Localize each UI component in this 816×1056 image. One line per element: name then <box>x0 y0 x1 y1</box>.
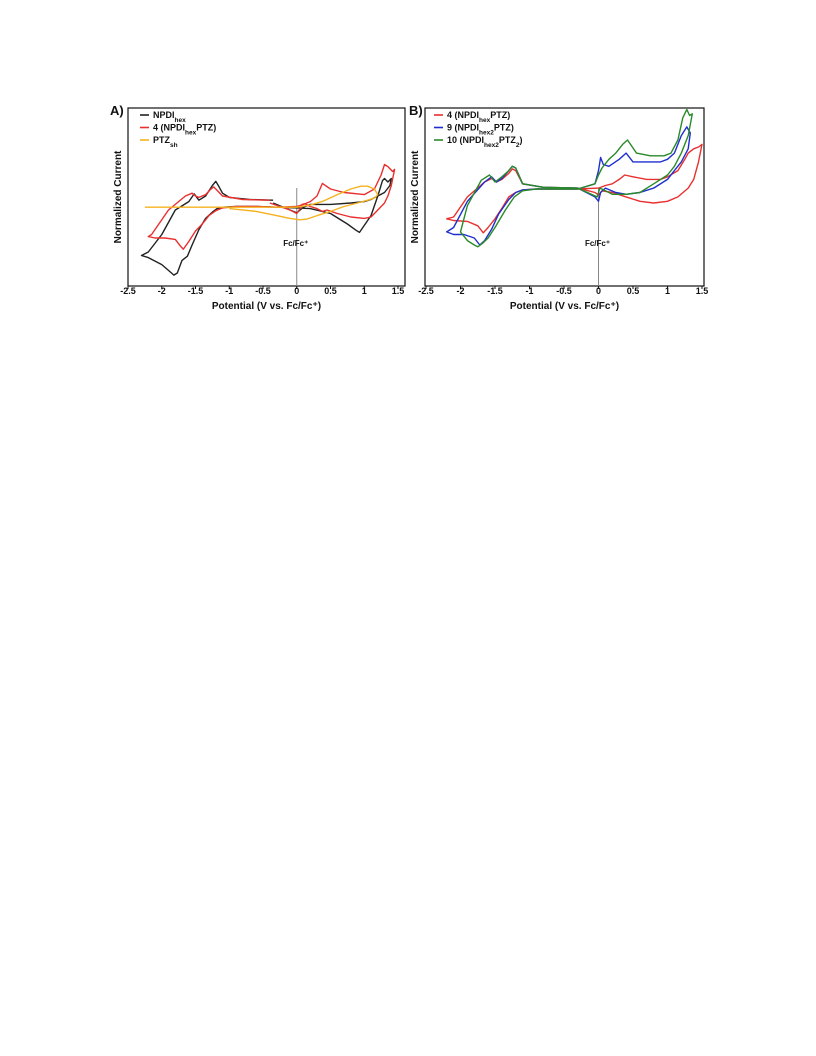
series-line-3 <box>459 109 693 248</box>
series-line-2 <box>446 126 691 246</box>
x-tick-label: -2.5 <box>418 286 434 296</box>
reference-label: Fc/Fc⁺ <box>585 239 610 248</box>
x-tick-label: 0 <box>294 286 299 296</box>
panel-label: A) <box>110 103 124 118</box>
x-tick-label: 1.5 <box>696 286 709 296</box>
x-tick-label: -2 <box>456 286 464 296</box>
x-tick-label: 0.5 <box>324 286 337 296</box>
x-tick-label: 1.5 <box>392 286 405 296</box>
series-line-2 <box>147 163 396 250</box>
x-tick-label: -1 <box>225 286 233 296</box>
plot-frame <box>127 107 406 287</box>
series-group <box>140 163 396 276</box>
x-tick-label: 0 <box>596 286 601 296</box>
x-tick-label: -1 <box>525 286 533 296</box>
x-tick-label: 1 <box>665 286 670 296</box>
legend-label: NPDIhex <box>153 110 186 124</box>
legend: 4 (NPDIhexPTZ)9 (NPDIhex2PTZ)10 (NPDIhex… <box>434 110 522 149</box>
y-axis-title: Normalized Current <box>410 150 421 243</box>
legend-label: 9 (NPDIhex2PTZ) <box>447 123 514 137</box>
x-tick-label: -0.5 <box>556 286 572 296</box>
panel-a: A) Fc/Fc⁺ -2.5 -2 -1.5 -1 -0.5 0 0.5 1 1.5 Potentia… <box>110 103 406 312</box>
x-tick-label: 1 <box>362 286 367 296</box>
x-tick-label: -1.5 <box>188 286 204 296</box>
legend-label: 4 (NPDIhexPTZ) <box>153 123 216 137</box>
panel-label: B) <box>409 103 423 118</box>
y-axis-title: Normalized Current <box>113 150 124 243</box>
reference-label: Fc/Fc⁺ <box>283 239 308 248</box>
series-group <box>446 109 703 248</box>
legend-label: 4 (NPDIhexPTZ) <box>447 110 510 124</box>
x-tick-label: -2.5 <box>120 286 136 296</box>
x-tick-label: -0.5 <box>255 286 271 296</box>
x-tick-label: -1.5 <box>487 286 503 296</box>
x-axis-title: Potential (V vs. Fc/Fc⁺) <box>510 301 619 312</box>
x-tick-label: 0.5 <box>627 286 640 296</box>
series-line-3 <box>144 185 379 221</box>
legend-label: PTZsh <box>153 135 178 149</box>
legend-label: 10 (NPDIhex2PTZ2) <box>447 135 522 149</box>
x-axis-title: Potential (V vs. Fc/Fc⁺) <box>212 301 321 312</box>
x-tick-label: -2 <box>158 286 166 296</box>
panel-b: B) Fc/Fc⁺ -2.5 -2 -1.5 -1 -0.5 0 0.5 1 1.5 Potentia… <box>409 103 708 312</box>
